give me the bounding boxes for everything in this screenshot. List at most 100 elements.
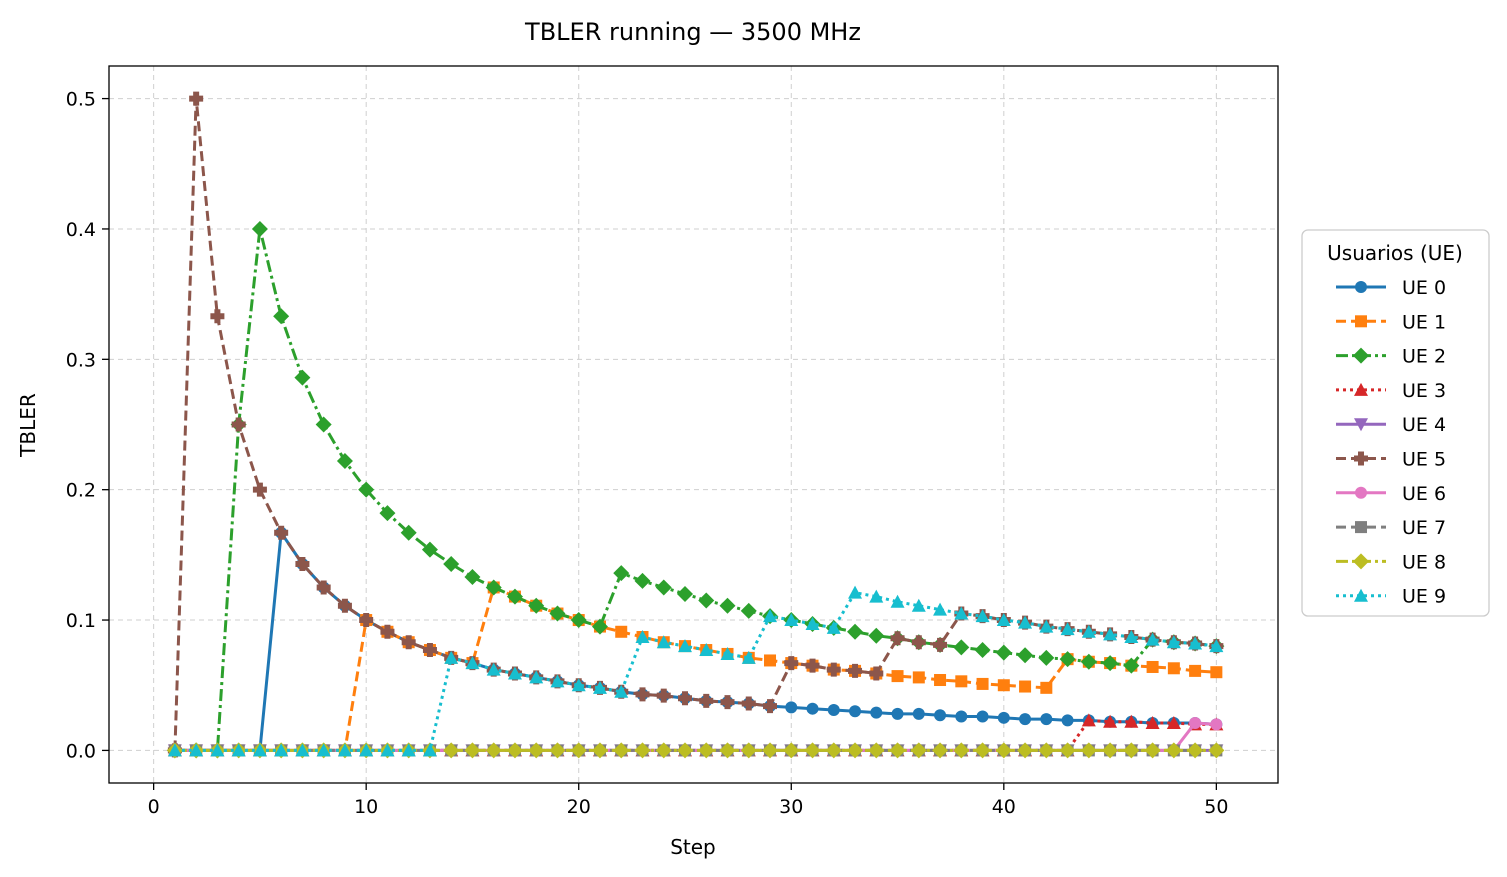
data-point	[1124, 714, 1139, 728]
data-point	[891, 670, 904, 683]
data-point	[251, 220, 268, 237]
data-point	[189, 743, 204, 757]
legend-label: UE 0	[1402, 277, 1446, 299]
data-point	[506, 588, 523, 605]
data-point	[1040, 713, 1053, 726]
data-point	[740, 742, 757, 759]
data-point	[1080, 742, 1097, 759]
data-point	[1061, 714, 1074, 727]
data-point	[719, 597, 736, 614]
data-point	[252, 482, 267, 497]
data-point	[274, 525, 289, 540]
data-point	[1059, 742, 1076, 759]
data-point	[784, 613, 799, 627]
legend-marker	[1355, 281, 1367, 293]
data-point	[1017, 742, 1034, 759]
legend-marker	[1353, 553, 1369, 570]
data-point	[720, 646, 735, 660]
data-point	[912, 707, 925, 720]
data-point	[529, 670, 544, 684]
data-point	[1123, 742, 1140, 759]
data-point	[995, 742, 1012, 759]
data-point	[273, 308, 290, 325]
data-point	[337, 598, 352, 613]
data-point	[464, 742, 481, 759]
data-point	[719, 742, 736, 759]
legend-item: UE 4	[1336, 414, 1446, 436]
plot-frame	[108, 65, 1279, 784]
legend-marker	[1353, 347, 1369, 364]
data-point	[741, 696, 756, 711]
data-point	[1081, 624, 1096, 638]
legend-label: UE 8	[1402, 551, 1446, 573]
data-point	[1040, 681, 1053, 694]
data-point	[485, 742, 502, 759]
data-point	[720, 695, 735, 710]
y-tick-label: 0.2	[66, 480, 96, 502]
data-point	[1210, 718, 1223, 731]
data-point	[1189, 717, 1202, 730]
data-point	[805, 658, 820, 673]
data-point	[1019, 680, 1032, 693]
data-point	[847, 623, 864, 640]
data-point	[295, 556, 310, 571]
legend-item: UE 8	[1336, 551, 1446, 573]
legend-item: UE 5	[1336, 449, 1446, 471]
y-tick-label: 0.1	[66, 610, 96, 632]
data-point	[549, 742, 566, 759]
data-point	[785, 701, 798, 714]
data-point	[868, 742, 885, 759]
data-point	[465, 656, 480, 670]
legend-marker	[1354, 382, 1368, 396]
data-point	[740, 602, 757, 619]
x-axis-title: Step	[670, 835, 716, 859]
data-point	[868, 627, 885, 644]
data-point	[1080, 653, 1097, 670]
data-point	[784, 656, 799, 671]
data-point	[359, 743, 374, 757]
data-point	[741, 650, 756, 664]
data-point	[891, 707, 904, 720]
data-point	[1059, 651, 1076, 668]
data-point	[656, 635, 671, 649]
data-point	[380, 743, 395, 757]
data-point	[422, 743, 437, 757]
data-point	[934, 709, 947, 722]
data-point	[655, 579, 672, 596]
data-point	[763, 609, 778, 623]
data-point	[316, 743, 331, 757]
data-point	[870, 706, 883, 719]
data-point	[933, 602, 948, 616]
data-point	[549, 605, 566, 622]
data-point	[933, 637, 948, 652]
legend-item: UE 3	[1336, 380, 1446, 402]
data-point	[911, 598, 926, 612]
data-point	[1039, 619, 1054, 633]
data-point	[656, 688, 671, 703]
data-point	[1208, 742, 1225, 759]
data-point	[764, 654, 777, 667]
data-point	[827, 703, 840, 716]
data-point	[677, 639, 692, 653]
data-point	[1018, 615, 1033, 629]
data-point	[316, 580, 331, 595]
data-point	[676, 742, 693, 759]
data-point	[359, 613, 374, 628]
data-point	[974, 642, 991, 659]
data-point	[591, 618, 608, 635]
data-point	[1145, 632, 1160, 646]
legend-marker	[1354, 418, 1368, 432]
data-point	[571, 678, 586, 692]
data-point	[953, 639, 970, 656]
data-point	[1123, 657, 1140, 674]
data-point	[912, 671, 925, 684]
y-tick-label: 0.3	[66, 349, 96, 371]
data-point	[315, 416, 332, 433]
data-point	[910, 742, 927, 759]
data-point	[889, 742, 906, 759]
x-tick-label: 0	[148, 796, 160, 818]
data-point	[954, 606, 969, 620]
axis-ticks: 0 10 20 30 40 50 0.0 0.1 0.2 0.3 0.4 0.5	[66, 89, 1229, 818]
data-point	[997, 711, 1010, 724]
data-point	[274, 743, 289, 757]
